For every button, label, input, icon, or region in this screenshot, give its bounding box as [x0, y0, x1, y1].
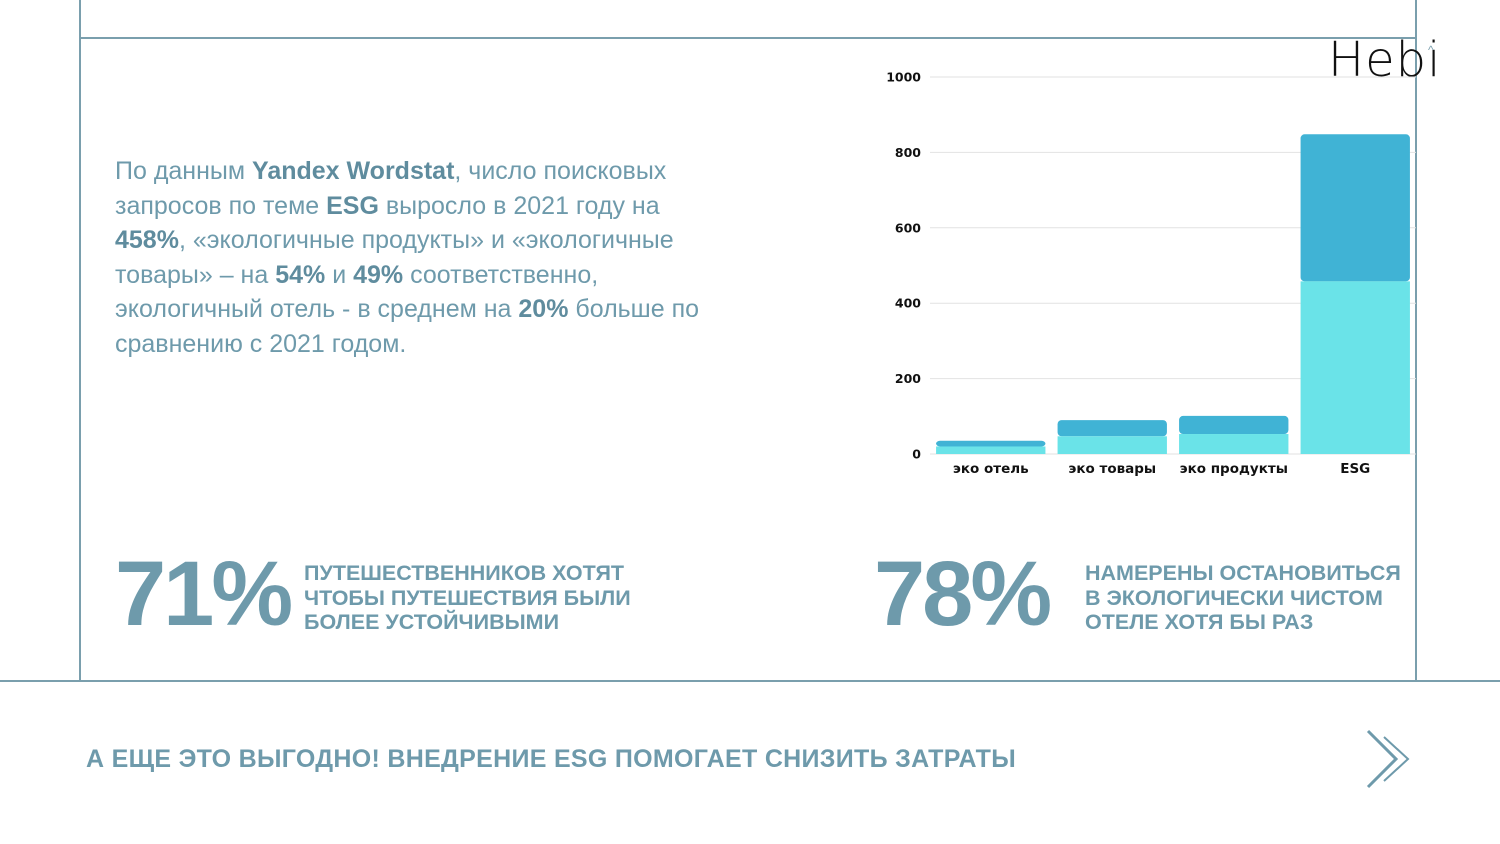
y-tick-label: 400	[895, 296, 921, 311]
frame-bottom-line	[0, 680, 1500, 682]
frame-right-line	[1415, 0, 1417, 682]
bar-segment	[1057, 420, 1167, 437]
intro-paragraph: По данным Yandex Wordstat, число поисков…	[115, 154, 735, 361]
stat-71-description: путешественников хотят чтобы путешествия…	[304, 561, 631, 634]
intro-text: По данным	[115, 157, 253, 185]
y-tick-label: 200	[895, 371, 921, 386]
bar-segment	[936, 440, 1046, 447]
intro-highlight: ESG	[326, 191, 379, 220]
intro-text: , «экологичные продукты» и «экологичные …	[115, 226, 674, 289]
brand-logo-accent: ^	[1428, 43, 1434, 57]
y-tick-label: 0	[912, 447, 921, 462]
intro-highlight: 20%	[518, 295, 569, 323]
intro-highlight: 458%	[115, 226, 179, 254]
intro-text: выросло в 2021 году на	[378, 191, 660, 220]
intro-highlight: 49%	[353, 260, 404, 289]
bar-segment	[1179, 415, 1289, 435]
intro-text: больше по сравнению с 2021 годом.	[115, 295, 700, 358]
brand-logo: Hebi	[1328, 32, 1442, 88]
bar-segment	[1300, 134, 1410, 282]
intro-text: соответственно, экологичный отель - в ср…	[115, 260, 599, 324]
intro-text: , число поисковых запросов по теме	[115, 157, 667, 220]
footer-headline: А ЕЩЕ ЭТО ВЫГОДНО! ВНЕДРЕНИЕ ESG ПОМОГАЕ…	[86, 745, 1016, 773]
frame-top-line	[79, 37, 1417, 39]
y-tick-label: 600	[895, 220, 921, 235]
intro-highlight: 54%	[275, 260, 326, 289]
esg-search-chart: 0 200 400 600 800 1000 эко отель эко товары эко …	[886, 70, 1416, 478]
x-category-label: эко отель	[953, 461, 1029, 477]
chart-bars	[936, 134, 1410, 454]
y-tick-label: 800	[895, 145, 921, 160]
stat-71-value: 71%	[115, 543, 293, 645]
x-category-label: эко товары	[1068, 461, 1156, 477]
frame-left-line	[79, 0, 81, 682]
y-tick-label: 1000	[886, 70, 921, 85]
double-chevron-right-icon[interactable]	[1364, 728, 1418, 790]
intro-highlight: Yandex Wordstat	[252, 157, 455, 185]
bar-segment	[1057, 436, 1167, 454]
x-category-label: ESG	[1340, 461, 1370, 477]
chart-labels: 0 200 400 600 800 1000 эко отель эко товары эко …	[886, 70, 1370, 478]
stat-78-description: намерены остановиться в экологически чис…	[1085, 561, 1401, 634]
bar-segment	[1300, 281, 1410, 454]
x-category-label: эко продукты	[1180, 461, 1288, 477]
intro-text: и	[325, 260, 354, 289]
stat-78-value: 78%	[874, 543, 1052, 645]
bar-segment	[1179, 434, 1289, 454]
bar-segment	[936, 446, 1046, 454]
